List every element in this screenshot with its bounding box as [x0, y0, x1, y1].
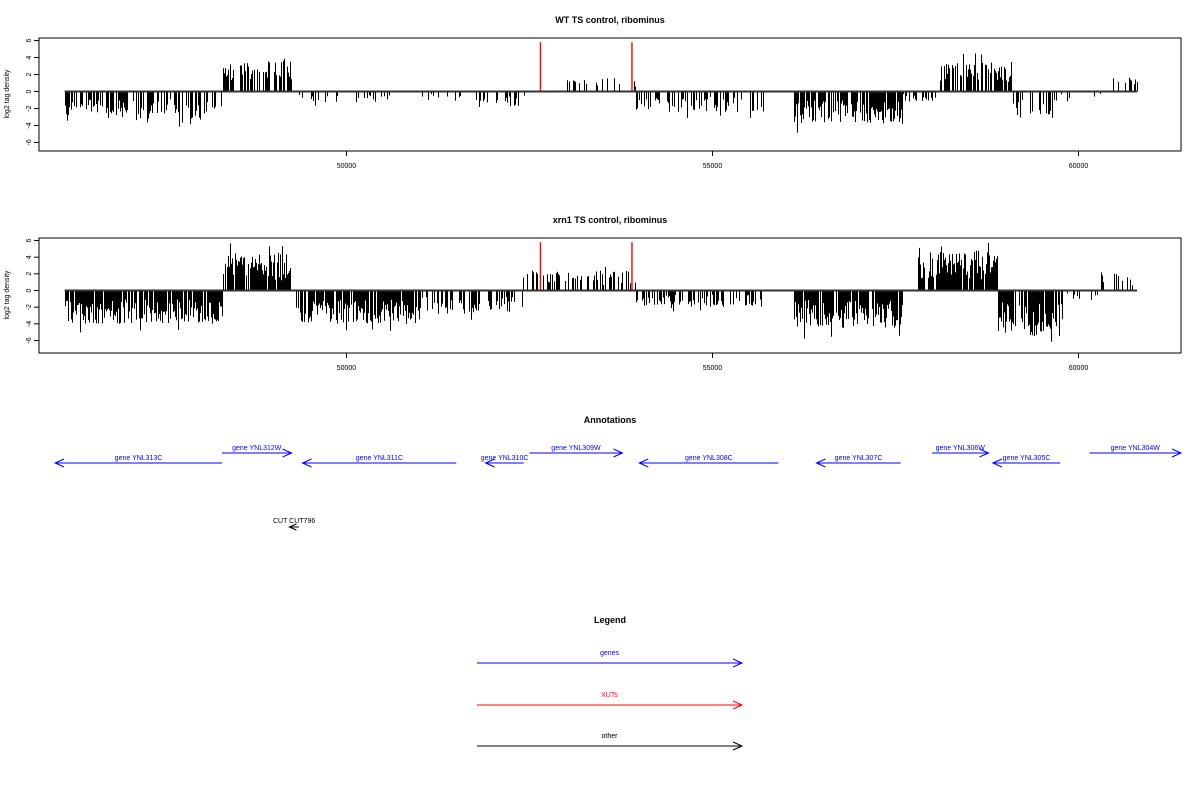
gene-arrowhead [979, 448, 990, 458]
legend-item-label: XUTs [601, 692, 618, 699]
gene-label: gene YNL306W [936, 445, 986, 452]
wt-y-tick-label: -6 [26, 139, 33, 145]
other-features: CUT CUT796 [273, 518, 315, 531]
xrn1-panel-title: xrn1 TS control, ribominus [553, 215, 668, 225]
legend-item-arrowhead [732, 658, 744, 668]
legend-item-label: genes [600, 650, 620, 657]
gene-arrowhead [1171, 448, 1183, 458]
legend-item-arrowhead [732, 700, 744, 710]
xrn1-y-tick-label: 0 [26, 288, 33, 292]
wt-y-tick-label: -4 [26, 122, 33, 128]
gene-arrowhead [638, 458, 649, 468]
xrn1-y-tick-label: 6 [26, 238, 33, 242]
xrn1-y-axis-label: log2 tag density [4, 270, 11, 320]
wt-coverage-bars [65, 53, 1138, 133]
legend-item-arrowhead [732, 741, 744, 751]
legend-item-label: other [602, 733, 619, 740]
legend-items: genes XUTs other [477, 650, 744, 751]
xrn1-y-tick-label: -4 [26, 321, 33, 327]
gene-label: gene YNL309W [551, 445, 601, 452]
xrn1-y-tick-label: -6 [26, 337, 33, 343]
xrn1-plot-frame [38, 237, 1182, 354]
other-feature-arrowhead [288, 523, 297, 531]
gene-arrowhead [815, 458, 826, 468]
xrn1-axis-ticks: -6 -4 -2 0 2 4 6 50000 55000 60000 [26, 238, 1089, 372]
xrn1-x-tick-label: 55000 [703, 365, 723, 372]
gene-arrowhead [484, 458, 495, 468]
wt-y-axis-label: log2 tag density [4, 69, 11, 119]
gene-arrowhead [613, 448, 624, 458]
gene-arrowhead [301, 458, 312, 468]
wt-y-tick-label: 6 [26, 39, 33, 43]
other-feature-label: CUT CUT796 [273, 518, 315, 525]
xrn1-y-tick-label: 4 [26, 255, 33, 259]
wt-coverage-panel: WT TS control, ribominus log2 tag densit… [4, 15, 1182, 170]
wt-x-tick-label: 60000 [1069, 163, 1089, 170]
wt-plot-frame [38, 37, 1182, 152]
gene-label: gene YNL305C [1003, 455, 1051, 462]
wt-x-tick-label: 55000 [703, 163, 723, 170]
wt-axis-ticks: -6 -4 -2 0 2 4 6 50000 55000 60000 [26, 39, 1089, 170]
gene-label: gene YNL310C [481, 455, 529, 462]
wt-y-tick-label: 0 [26, 89, 33, 93]
gene-arrowhead [53, 458, 65, 468]
legend-title: Legend [594, 615, 626, 625]
xrn1-xut-highlights [539, 242, 633, 291]
gene-label: gene YNL304W [1111, 445, 1161, 452]
gene-arrowhead [991, 458, 1003, 468]
wt-xut-highlights [539, 42, 633, 92]
gene-label: gene YNL312W [232, 445, 282, 452]
xrn1-x-tick-label: 60000 [1069, 365, 1089, 372]
wt-x-tick-label: 50000 [337, 163, 357, 170]
legend: Legend genes XUTs other [477, 615, 744, 751]
xrn1-y-tick-label: -2 [26, 304, 33, 310]
xrn1-coverage-bars [65, 242, 1133, 342]
wt-y-tick-label: -2 [26, 105, 33, 111]
wt-panel-title: WT TS control, ribominus [555, 15, 665, 25]
wt-y-tick-label: 4 [26, 55, 33, 59]
xrn1-coverage-panel: xrn1 TS control, ribominus log2 tag dens… [4, 215, 1182, 372]
annotations-title: Annotations [584, 415, 637, 425]
xrn1-y-tick-label: 2 [26, 272, 33, 276]
gene-label: gene YNL308C [685, 455, 733, 462]
gene-label: gene YNL311C [356, 455, 403, 462]
gene-features: gene YNL313C gene YNL312W gene YNL311C gene… [53, 445, 1183, 468]
gene-arrowhead [282, 448, 293, 458]
gene-label: gene YNL307C [835, 455, 883, 462]
xrn1-x-tick-label: 50000 [337, 365, 357, 372]
gene-label: gene YNL313C [115, 455, 163, 462]
wt-y-tick-label: 2 [26, 72, 33, 76]
